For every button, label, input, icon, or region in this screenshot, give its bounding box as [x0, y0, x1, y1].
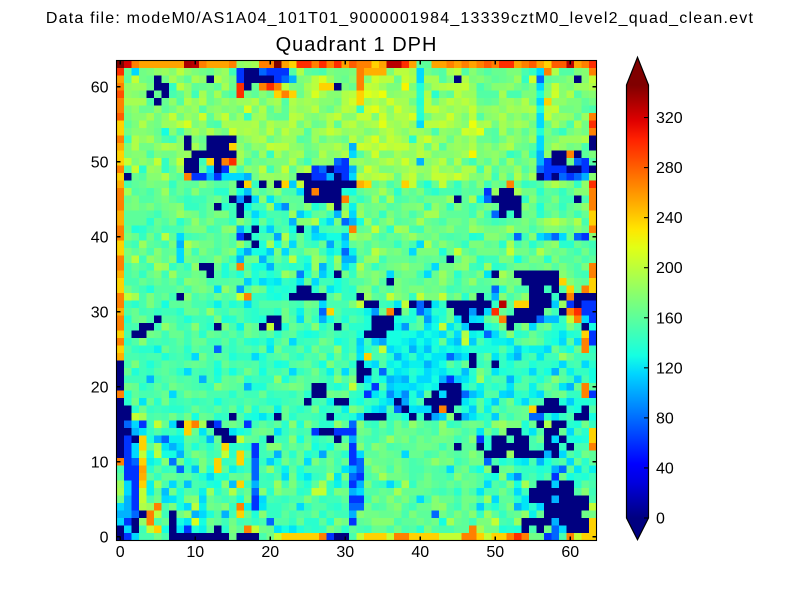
svg-text:30: 30 — [91, 304, 109, 321]
svg-text:0: 0 — [656, 511, 665, 528]
svg-text:280: 280 — [656, 160, 683, 177]
svg-text:20: 20 — [261, 544, 279, 561]
svg-text:240: 240 — [656, 210, 683, 227]
svg-text:0: 0 — [100, 529, 109, 546]
svg-text:10: 10 — [186, 544, 204, 561]
svg-text:160: 160 — [656, 310, 683, 327]
svg-text:0: 0 — [116, 544, 125, 561]
svg-text:20: 20 — [91, 379, 109, 396]
svg-text:50: 50 — [91, 154, 109, 171]
svg-text:80: 80 — [656, 410, 674, 427]
svg-text:30: 30 — [336, 544, 354, 561]
svg-text:10: 10 — [91, 454, 109, 471]
svg-text:40: 40 — [656, 460, 674, 477]
svg-text:320: 320 — [656, 110, 683, 127]
svg-text:Quadrant 1 DPH: Quadrant 1 DPH — [276, 34, 438, 56]
svg-text:40: 40 — [91, 229, 109, 246]
svg-text:60: 60 — [91, 79, 109, 96]
svg-text:60: 60 — [561, 544, 579, 561]
svg-text:200: 200 — [656, 260, 683, 277]
svg-text:50: 50 — [486, 544, 504, 561]
svg-text:40: 40 — [411, 544, 429, 561]
svg-text:Data file: modeM0/AS1A04_101T0: Data file: modeM0/AS1A04_101T01_90000019… — [46, 10, 754, 27]
svg-text:120: 120 — [656, 360, 683, 377]
